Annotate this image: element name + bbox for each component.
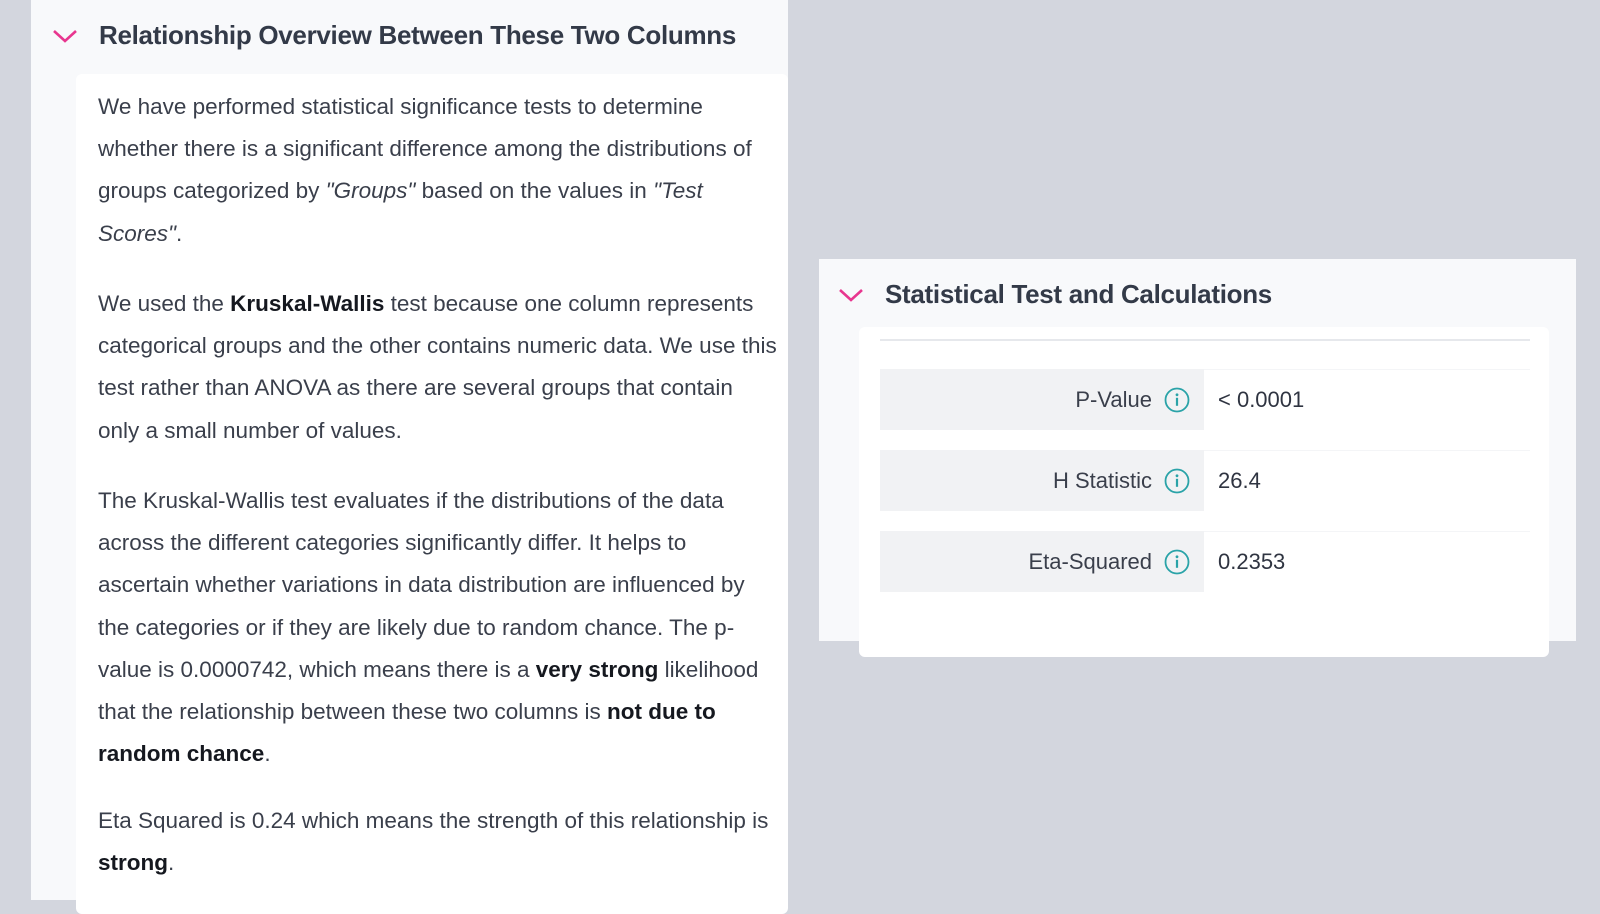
overview-content: We have performed statistical significan…: [76, 74, 788, 914]
stat-value: < 0.0001: [1204, 369, 1530, 430]
section-title: Statistical Test and Calculations: [885, 279, 1272, 309]
stat-label-cell: Eta-Squared: [880, 531, 1204, 592]
paragraph-test-explanation: The Kruskal-Wallis test evaluates if the…: [98, 480, 778, 775]
statistical-test-header[interactable]: Statistical Test and Calculations: [837, 279, 1272, 310]
stat-label: H Statistic: [1052, 467, 1152, 493]
stats-content: P-Value < 0.0001 H Statistic 26.4 Eta-Square…: [859, 327, 1549, 657]
info-icon[interactable]: [1164, 468, 1190, 494]
bold-text: strong: [98, 850, 168, 876]
bold-text: very strong: [535, 656, 659, 682]
text-segment: We have performed statistical significan…: [98, 94, 752, 204]
stat-label: P-Value: [1075, 386, 1152, 412]
info-icon[interactable]: [1164, 387, 1190, 413]
stat-row: H Statistic 26.4: [880, 450, 1530, 511]
paragraph-effect-size: Eta Squared is 0.24 which means the stre…: [98, 800, 778, 884]
bold-text: not due to random chance: [98, 699, 716, 767]
paragraph-intro: We have performed statistical significan…: [98, 86, 778, 255]
text-segment: .: [264, 741, 271, 767]
text-segment: based on the values in: [415, 178, 654, 204]
stat-label: Eta-Squared: [1028, 548, 1152, 574]
text-segment: Eta Squared is 0.24 which means the stre…: [98, 808, 769, 833]
text-segment: likelihood that the relationship between…: [98, 656, 759, 725]
divider: [880, 339, 1530, 341]
statistical-test-panel: Statistical Test and Calculations P-Valu…: [819, 259, 1576, 657]
chevron-down-icon[interactable]: [837, 286, 865, 304]
stat-value: 26.4: [1204, 450, 1530, 511]
relationship-overview-panel: Relationship Overview Between These Two …: [31, 0, 788, 914]
italic-text: "Test Scores": [98, 178, 703, 246]
text-segment: .: [168, 850, 175, 876]
bold-text: Kruskal-Wallis: [230, 291, 385, 316]
section-title: Relationship Overview Between These Two …: [99, 20, 737, 50]
relationship-overview-header[interactable]: Relationship Overview Between These Two …: [51, 20, 736, 51]
text-segment: test because one column represents categ…: [98, 291, 777, 443]
stat-row: P-Value < 0.0001: [880, 369, 1530, 430]
chevron-down-icon[interactable]: [51, 27, 79, 45]
stat-value: 0.2353: [1204, 531, 1530, 592]
text-segment: The Kruskal-Wallis test evaluates if the…: [98, 488, 745, 682]
text-segment: .: [176, 220, 183, 246]
italic-text: "Groups": [325, 178, 416, 204]
stat-row: Eta-Squared 0.2353: [880, 531, 1530, 592]
info-icon[interactable]: [1164, 549, 1190, 575]
text-segment: We used the: [98, 291, 231, 316]
stat-label-cell: P-Value: [880, 369, 1204, 430]
paragraph-test-choice: We used the Kruskal-Wallis test because …: [98, 283, 778, 452]
stat-label-cell: H Statistic: [880, 450, 1204, 511]
